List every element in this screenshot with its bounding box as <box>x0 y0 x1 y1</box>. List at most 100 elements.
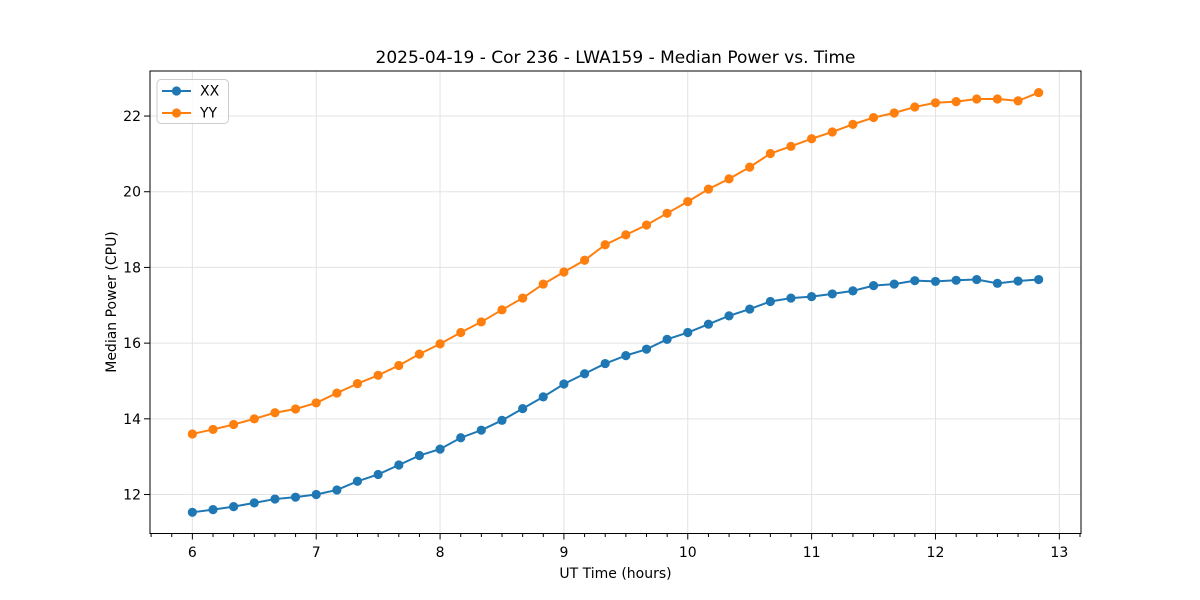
data-point-marker <box>332 485 342 495</box>
data-point-marker <box>352 476 363 486</box>
data-point-marker <box>745 304 755 314</box>
axis-ticks: 6 7 8 9 10 11 12 13 12 14 16 18 20 22 <box>123 109 1081 561</box>
data-point-marker <box>187 429 197 439</box>
data-point-marker <box>868 280 879 291</box>
series-xx <box>187 274 1044 517</box>
plot-border <box>149 70 1082 534</box>
data-point-marker <box>414 349 424 359</box>
data-point-marker <box>497 415 507 425</box>
data-point-marker <box>559 379 569 389</box>
data-point-marker <box>249 498 259 508</box>
x-tick-label: 7 <box>312 545 321 561</box>
y-tick-label: 16 <box>123 336 141 352</box>
data-point-marker <box>683 327 693 338</box>
data-point-marker <box>249 414 259 424</box>
series-layer <box>187 87 1044 517</box>
data-point-marker <box>951 97 961 107</box>
data-point-marker <box>910 102 920 112</box>
legend-item-yy: YY <box>162 106 218 122</box>
data-point-marker <box>208 424 218 435</box>
data-point-marker <box>518 404 528 414</box>
data-point-marker <box>972 94 982 104</box>
data-point-marker <box>518 293 528 303</box>
data-point-marker <box>229 419 239 430</box>
data-point-marker <box>290 404 301 414</box>
data-point-marker <box>311 398 321 408</box>
data-point-marker <box>476 317 486 327</box>
legend-marker-xx <box>171 86 182 96</box>
data-point-marker <box>600 240 610 250</box>
data-point-marker <box>951 275 961 285</box>
data-point-marker <box>394 360 404 371</box>
data-point-marker <box>683 196 693 207</box>
data-point-marker <box>290 492 301 502</box>
data-point-marker <box>270 494 280 504</box>
data-point-marker <box>414 450 424 461</box>
data-point-marker <box>745 162 755 172</box>
data-point-marker <box>208 505 218 515</box>
legend-marker-yy <box>171 108 182 118</box>
y-tick-label: 18 <box>123 260 141 276</box>
x-tick-label: 8 <box>436 545 445 561</box>
x-tick-label: 6 <box>188 545 197 561</box>
data-point-marker <box>930 276 941 287</box>
data-point-marker <box>1013 96 1023 106</box>
data-point-marker <box>456 327 466 338</box>
data-point-marker <box>621 351 631 361</box>
data-point-marker <box>910 276 920 286</box>
data-point-marker <box>579 255 590 265</box>
data-point-marker <box>930 98 941 108</box>
data-point-marker <box>992 278 1002 288</box>
data-point-marker <box>1013 276 1023 286</box>
x-tick-label: 9 <box>559 545 568 561</box>
data-point-marker <box>889 279 899 289</box>
x-tick-label: 13 <box>1050 545 1068 561</box>
data-point-marker <box>889 108 899 118</box>
data-point-marker <box>476 425 486 435</box>
y-tick-label: 14 <box>123 412 141 428</box>
x-tick-label: 12 <box>927 545 945 561</box>
series-line-yy <box>192 91 1040 435</box>
data-point-marker <box>311 489 321 500</box>
data-point-marker <box>187 507 197 517</box>
data-point-marker <box>559 267 569 277</box>
data-point-marker <box>373 469 383 480</box>
data-point-marker <box>1034 87 1044 98</box>
data-point-marker <box>786 293 796 303</box>
data-point-marker <box>703 184 714 194</box>
y-tick-label: 22 <box>123 109 141 125</box>
data-point-marker <box>435 339 445 349</box>
data-point-marker <box>703 319 714 329</box>
legend-label-xx: XX <box>200 84 220 100</box>
x-tick-label: 11 <box>803 545 821 561</box>
x-tick-label: 10 <box>679 545 697 561</box>
data-point-marker <box>868 112 879 123</box>
data-point-marker <box>724 174 734 184</box>
data-point-marker <box>229 502 239 512</box>
chart-title: 2025-04-19 - Cor 236 - LWA159 - Median P… <box>376 48 856 68</box>
legend-item-xx: XX <box>162 84 220 100</box>
data-point-marker <box>662 208 672 218</box>
data-point-marker <box>827 127 837 137</box>
data-point-marker <box>786 141 796 151</box>
y-tick-label: 20 <box>123 185 141 201</box>
data-point-marker <box>972 274 982 285</box>
data-point-marker <box>724 311 734 321</box>
data-point-marker <box>270 408 280 418</box>
data-point-marker <box>765 296 775 307</box>
data-point-marker <box>827 289 837 299</box>
data-point-marker <box>600 358 610 369</box>
data-point-marker <box>848 286 858 296</box>
x-axis-label: UT Time (hours) <box>559 566 671 582</box>
series-line-xx <box>192 278 1039 514</box>
legend: XX YY <box>156 79 229 124</box>
data-point-marker <box>662 334 672 344</box>
data-point-marker <box>807 291 817 302</box>
data-point-marker <box>332 388 342 398</box>
y-tick-label: 12 <box>123 488 141 504</box>
data-point-marker <box>352 379 363 389</box>
series-yy <box>187 87 1044 439</box>
data-point-marker <box>1034 274 1044 285</box>
data-point-marker <box>394 460 404 470</box>
